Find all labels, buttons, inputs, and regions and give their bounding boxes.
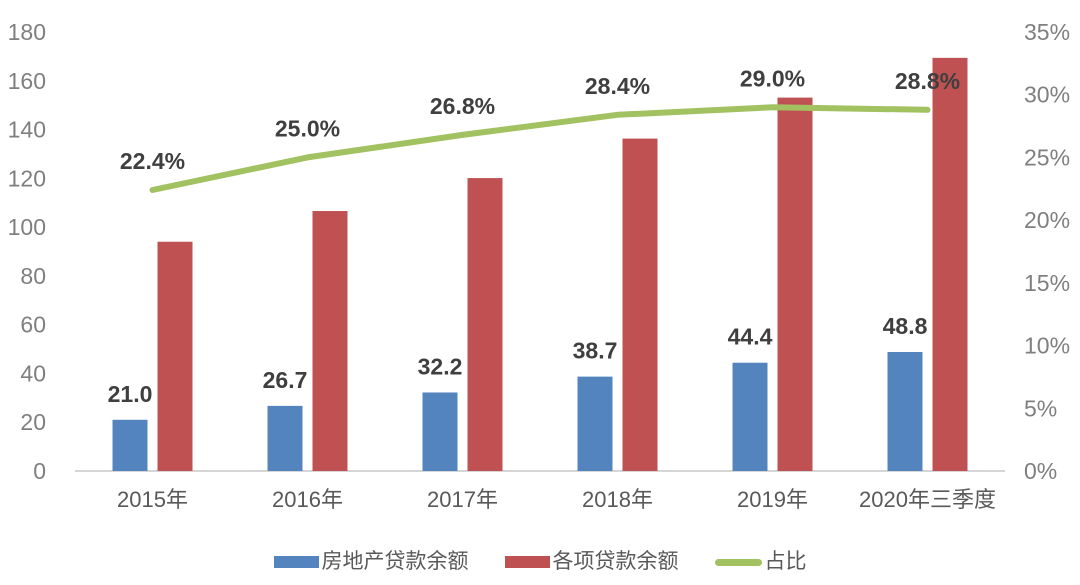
x-axis-label: 2019年 bbox=[737, 487, 808, 512]
legend-item-real-estate-loans: 房地产贷款余额 bbox=[273, 550, 469, 574]
left-axis-tick: 120 bbox=[8, 165, 46, 191]
ratio-value-label: 26.8% bbox=[430, 93, 495, 119]
ratio-value-label: 29.0% bbox=[740, 65, 805, 91]
left-axis-tick: 140 bbox=[8, 117, 46, 143]
ratio-line bbox=[149, 104, 931, 193]
right-axis-tick: 20% bbox=[1024, 207, 1070, 233]
bar-value-label: 26.7 bbox=[263, 367, 308, 393]
right-axis-tick: 10% bbox=[1024, 333, 1070, 359]
right-axis-tick: 5% bbox=[1024, 395, 1057, 421]
ratio-value-label: 22.4% bbox=[120, 148, 185, 174]
legend-label-total-loans: 各项贷款余额 bbox=[552, 550, 679, 573]
left-axis-tick: 180 bbox=[8, 19, 46, 45]
bar-value-label: 32.2 bbox=[418, 353, 463, 379]
bar-value-label: 48.8 bbox=[883, 313, 928, 339]
legend-swatch-red-bar bbox=[504, 556, 550, 568]
right-axis-tick: 0% bbox=[1024, 458, 1057, 484]
right-axis-tick: 30% bbox=[1024, 82, 1070, 108]
legend-label-real-estate-loans: 房地产贷款余额 bbox=[321, 550, 469, 573]
bar-value-label: 38.7 bbox=[573, 338, 618, 364]
bar-real-estate-loans-2015年 bbox=[112, 419, 148, 471]
left-axis-tick: 100 bbox=[8, 214, 46, 240]
left-axis-tick: 60 bbox=[20, 312, 46, 338]
ratio-value-label: 28.4% bbox=[585, 73, 650, 99]
bar-total-loans-2015年 bbox=[157, 241, 193, 471]
left-axis-tick: 80 bbox=[20, 263, 46, 289]
bar-total-loans-2019年 bbox=[777, 97, 813, 471]
left-axis-tick: 40 bbox=[20, 360, 46, 386]
ratio-value-label: 28.8% bbox=[895, 68, 960, 94]
bar-value-label: 44.4 bbox=[728, 324, 773, 350]
bar-total-loans-2017年 bbox=[467, 178, 503, 471]
x-axis-label: 2018年 bbox=[582, 487, 653, 512]
bar-value-label: 21.0 bbox=[108, 381, 153, 407]
ratio-value-label: 25.0% bbox=[275, 115, 340, 141]
legend-swatch-blue-bar bbox=[273, 556, 319, 568]
x-axis-label: 2016年 bbox=[272, 487, 343, 512]
left-axis-tick: 0 bbox=[33, 458, 46, 484]
bar-real-estate-loans-2020年三季度 bbox=[887, 351, 923, 471]
left-axis-tick: 160 bbox=[8, 68, 46, 94]
x-axis-label: 2017年 bbox=[427, 487, 498, 512]
bar-total-loans-2016年 bbox=[312, 211, 348, 471]
bar-total-loans-2020年三季度 bbox=[932, 57, 968, 471]
right-axis-tick: 25% bbox=[1024, 144, 1070, 170]
legend-label-ratio: 占比 bbox=[764, 550, 807, 573]
x-axis-label: 2020年三季度 bbox=[859, 487, 996, 512]
bar-total-loans-2018年 bbox=[622, 138, 658, 471]
bar-real-estate-loans-2019年 bbox=[732, 362, 768, 471]
right-axis-tick: 35% bbox=[1024, 19, 1070, 45]
right-axis-tick: 15% bbox=[1024, 270, 1070, 296]
legend-item-ratio: 占比 bbox=[714, 550, 807, 574]
legend-swatch-green-line bbox=[714, 558, 762, 566]
bar-real-estate-loans-2018年 bbox=[577, 376, 613, 471]
legend-item-total-loans: 各项贷款余额 bbox=[504, 550, 679, 574]
bar-real-estate-loans-2016年 bbox=[267, 405, 303, 471]
left-axis-tick: 20 bbox=[20, 409, 46, 435]
legend: 房地产贷款余额 各项贷款余额 占比 bbox=[0, 550, 1080, 574]
bar-real-estate-loans-2017年 bbox=[422, 392, 458, 471]
x-axis-label: 2015年 bbox=[117, 487, 188, 512]
